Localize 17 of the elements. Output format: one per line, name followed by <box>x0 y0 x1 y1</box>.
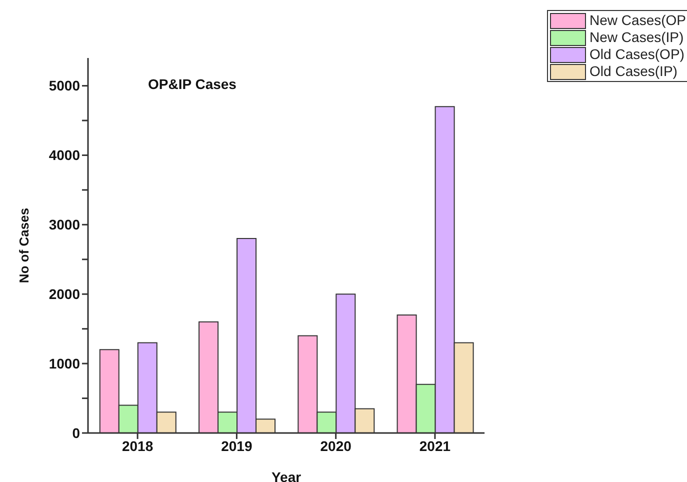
y-tick-label: 2000 <box>48 286 80 302</box>
y-tick-label: 4000 <box>48 147 80 164</box>
x-tick-label: 2021 <box>419 438 451 454</box>
legend-label: Old Cases(OP) <box>590 46 684 63</box>
y-tick-label: 5000 <box>48 78 80 94</box>
legend-label: New Cases(IP) <box>590 29 684 46</box>
y-tick-label: 1000 <box>48 356 80 372</box>
x-tick-label: 2019 <box>221 438 252 454</box>
legend-label: Old Cases(IP) <box>590 63 678 80</box>
y-tick-label: 3000 <box>48 216 80 233</box>
y-tick-label: 0 <box>72 424 80 441</box>
x-tick-label: 2020 <box>320 438 352 454</box>
text: OP&IP Cases <box>148 76 236 92</box>
y-axis-title: No of Cases <box>16 208 32 284</box>
x-axis-title: Year <box>271 469 302 482</box>
x-tick-label: 2018 <box>122 438 154 454</box>
legend-label: New Cases(OP <box>590 12 686 29</box>
